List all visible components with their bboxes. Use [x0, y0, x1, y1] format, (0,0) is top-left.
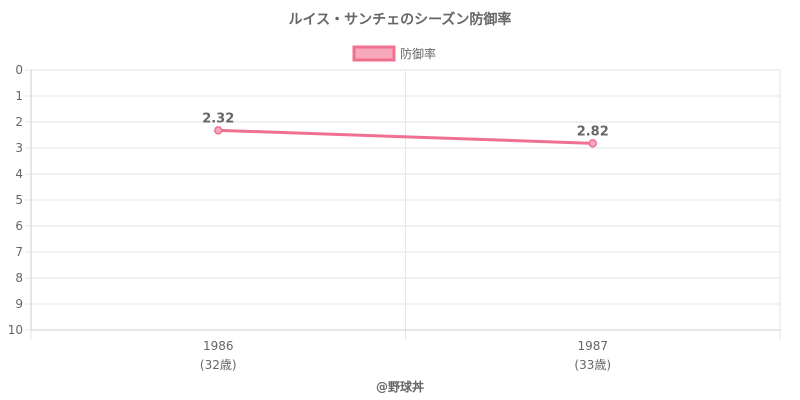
y-tick-label: 2	[15, 115, 23, 129]
y-tick-label: 10	[8, 323, 23, 337]
series-era: 2.32 2.82	[202, 111, 609, 148]
x-tick-sublabel: (33歳)	[574, 358, 611, 372]
y-tick-label: 8	[15, 271, 23, 285]
legend-label: 防御率	[400, 46, 436, 61]
legend-swatch	[352, 45, 396, 62]
y-tick-label: 3	[15, 141, 23, 155]
series-line	[218, 128, 593, 145]
y-axis: 0 1 2 3 4 5 6 7 8 9 10	[8, 63, 23, 337]
legend[interactable]: 防御率	[352, 45, 436, 62]
y-tick-label: 1	[15, 89, 23, 103]
credit-text: @野球丼	[376, 379, 424, 394]
data-point	[588, 139, 597, 148]
x-tick-label: 1986	[203, 339, 234, 353]
y-tick-label: 4	[15, 167, 23, 181]
y-tick-label: 5	[15, 193, 23, 207]
y-tick-label: 0	[15, 63, 23, 77]
data-point	[214, 126, 223, 135]
y-tick-label: 9	[15, 297, 23, 311]
data-label: 2.82	[577, 124, 609, 139]
x-tick-label: 1987	[577, 339, 608, 353]
y-tick-label: 6	[15, 219, 23, 233]
gridlines	[25, 69, 781, 340]
chart-title: ルイス・サンチェのシーズン防御率	[289, 11, 512, 28]
data-label: 2.32	[202, 111, 234, 126]
x-tick-sublabel: (32歳)	[200, 358, 237, 372]
x-axis: 1986 (32歳) 1987 (33歳)	[200, 339, 611, 372]
y-tick-label: 7	[15, 245, 23, 259]
